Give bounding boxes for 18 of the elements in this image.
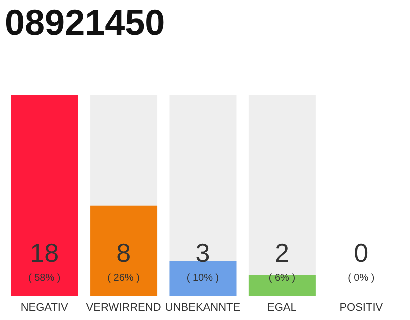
data-label: ( 0% )	[348, 273, 375, 284]
x-tick-label: VERWIRREND	[86, 302, 162, 314]
data-label: ( 58% )	[28, 273, 61, 284]
x-tick-label: NEGATIV	[20, 302, 69, 314]
x-tick-label: POSITIV	[340, 302, 384, 314]
data-label: ( 26% )	[108, 273, 140, 284]
x-tick-label: EGAL	[268, 302, 297, 314]
bar	[248, 275, 316, 296]
annotation: 0	[354, 238, 369, 268]
data-label: ( 6% )	[268, 273, 296, 284]
data-label: ( 10% )	[186, 273, 220, 284]
annotation: 18	[30, 238, 60, 268]
x-tick-label: UNBEKANNTE	[165, 302, 241, 314]
chart-title: 08921450	[5, 2, 166, 44]
bar	[170, 261, 237, 296]
annotation: 3	[196, 238, 210, 268]
annotation: 2	[274, 238, 290, 268]
annotation: 8	[116, 238, 132, 268]
